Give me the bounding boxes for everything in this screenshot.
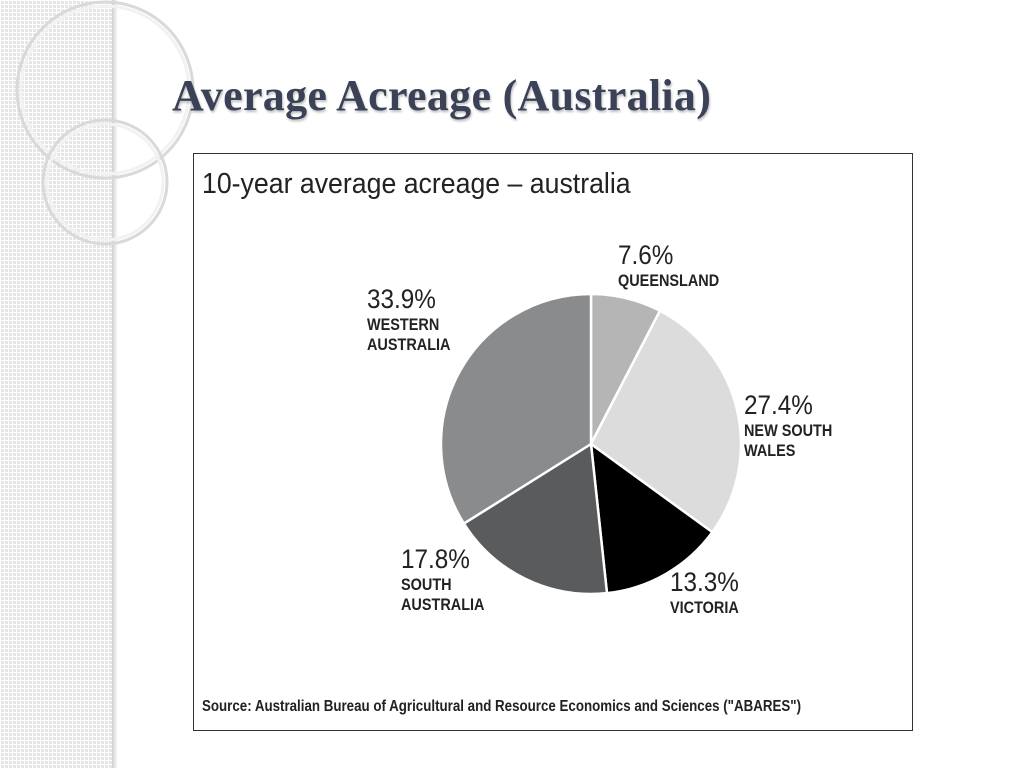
source-note: Source: Australian Bureau of Agricultura… — [202, 698, 802, 715]
slice-label-western-australia: 33.9% WESTERN AUSTRALIA — [367, 286, 477, 354]
slice-name-western-australia: WESTERN AUSTRALIA — [367, 315, 451, 354]
pie-chart — [439, 292, 743, 596]
slice-value-victoria: 13.3% — [670, 567, 739, 597]
slice-value-south-australia: 17.8% — [401, 544, 470, 574]
slice-value-queensland: 7.6% — [618, 240, 674, 270]
decorative-rings — [15, 0, 195, 246]
slice-name-victoria: VICTORIA — [670, 598, 739, 617]
slice-name-new-south-wales: NEW SOUTH WALES — [744, 421, 833, 460]
pie-slice-new-south-wales — [589, 309, 743, 534]
pie-slice-victoria — [589, 441, 715, 595]
slice-label-south-australia: 17.8% SOUTH AUSTRALIA — [401, 546, 511, 614]
slice-value-western-australia: 33.9% — [367, 284, 436, 314]
pie-slice-south-australia — [462, 441, 609, 596]
slice-name-queensland: QUEENSLAND — [618, 271, 720, 290]
slice-label-queensland: 7.6% QUEENSLAND — [618, 242, 818, 291]
decorative-side-strip — [0, 0, 112, 768]
pie-slice-western-australia — [439, 292, 593, 526]
slice-label-new-south-wales: 27.4% NEW SOUTH WALES — [744, 392, 864, 460]
chart-title: 10-year average acreage – australia — [202, 168, 631, 200]
slice-value-new-south-wales: 27.4% — [744, 390, 813, 420]
slide-title: Average Acreage (Australia) — [172, 71, 712, 120]
slice-name-south-australia: SOUTH AUSTRALIA — [401, 575, 485, 614]
decorative-side-edge — [112, 0, 118, 768]
slice-label-victoria: 13.3% VICTORIA — [670, 569, 870, 618]
chart-frame: 10-year average acreage – australia 7.6%… — [193, 153, 913, 731]
